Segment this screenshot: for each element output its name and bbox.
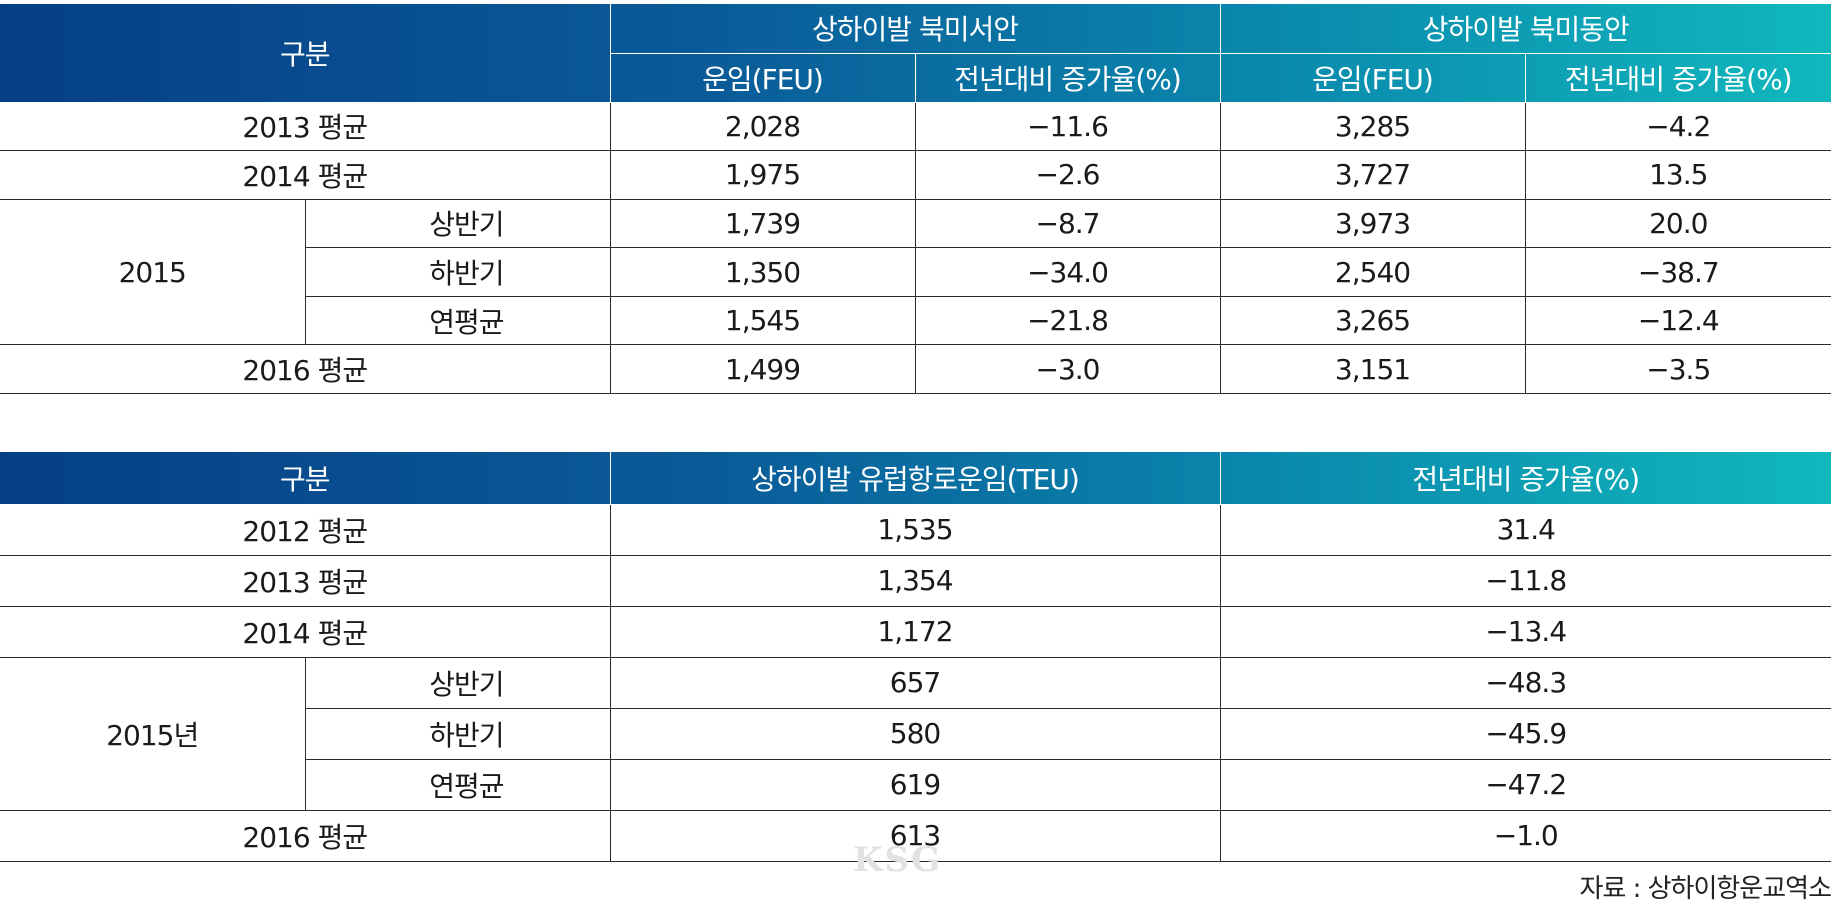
source-note: 자료 : 상하이항운교역소 [1579, 874, 1831, 904]
west-yoy-cell: −21.8 [915, 296, 1221, 346]
east-rate-cell: 3,973 [1220, 199, 1526, 249]
europe-rate-cell: 619 [610, 759, 1221, 811]
europe-yoy-cell: 31.4 [1220, 504, 1831, 556]
east-coast-group-header: 상하이발 북미동안 [1220, 4, 1831, 54]
row-label: 2016 평균 [0, 810, 611, 862]
east-yoy-header: 전년대비 증가율(%) [1525, 53, 1831, 103]
year-label: 2015 [0, 199, 306, 346]
table-row: 하반기 1,350 −34.0 2,540 −38.7 [0, 247, 1831, 297]
table-row: 2016 평균 613 −1.0 [0, 810, 1831, 862]
category-header: 구분 [0, 4, 611, 103]
east-rate-header: 운임(FEU) [1220, 53, 1526, 103]
europe-rate-cell: 1,172 [610, 606, 1221, 658]
east-yoy-cell: −38.7 [1525, 247, 1831, 297]
row-sublabel: 상반기 [305, 199, 611, 249]
row-sublabel: 연평균 [305, 759, 611, 811]
europe-rate-cell: 657 [610, 657, 1221, 709]
west-rate-cell: 1,499 [610, 344, 916, 395]
europe-rate-header: 상하이발 유럽항로운임(TEU) [610, 452, 1221, 505]
europe-yoy-cell: −47.2 [1220, 759, 1831, 811]
table-row: 2013 평균 1,354 −11.8 [0, 555, 1831, 607]
row-label: 2013 평균 [0, 102, 611, 152]
watermark-logo: KSG [853, 840, 943, 880]
table-row: 2012 평균 1,535 31.4 [0, 504, 1831, 556]
west-yoy-cell: −34.0 [915, 247, 1221, 297]
east-rate-cell: 2,540 [1220, 247, 1526, 297]
east-yoy-cell: 20.0 [1525, 199, 1831, 249]
category-header: 구분 [0, 452, 611, 505]
west-yoy-cell: −2.6 [915, 150, 1221, 200]
row-label: 2013 평균 [0, 555, 611, 607]
west-rate-cell: 2,028 [610, 102, 916, 152]
table-row: 2014 평균 1,975 −2.6 3,727 13.5 [0, 150, 1831, 200]
east-yoy-cell: −12.4 [1525, 296, 1831, 346]
europe-yoy-header: 전년대비 증가율(%) [1220, 452, 1831, 505]
row-label: 2014 평균 [0, 150, 611, 200]
east-rate-cell: 3,265 [1220, 296, 1526, 346]
row-sublabel: 상반기 [305, 657, 611, 709]
table-row: 2013 평균 2,028 −11.6 3,285 −4.2 [0, 102, 1831, 152]
year-label: 2015년 [0, 657, 306, 811]
east-yoy-cell: −3.5 [1525, 344, 1831, 395]
east-rate-cell: 3,285 [1220, 102, 1526, 152]
row-sublabel: 하반기 [305, 708, 611, 760]
west-rate-cell: 1,739 [610, 199, 916, 249]
west-yoy-cell: −3.0 [915, 344, 1221, 395]
row-label: 2014 평균 [0, 606, 611, 658]
table-row: 2015 상반기 1,739 −8.7 3,973 20.0 [0, 199, 1831, 346]
table-row: 2016 평균 1,499 −3.0 3,151 −3.5 [0, 344, 1831, 395]
europe-yoy-cell: −45.9 [1220, 708, 1831, 760]
europe-yoy-cell: −1.0 [1220, 810, 1831, 862]
west-coast-group-header: 상하이발 북미서안 [610, 4, 1221, 54]
row-label: 2012 평균 [0, 504, 611, 556]
west-yoy-cell: −8.7 [915, 199, 1221, 249]
east-rate-cell: 3,151 [1220, 344, 1526, 395]
row-sublabel: 연평균 [305, 296, 611, 346]
east-rate-cell: 3,727 [1220, 150, 1526, 200]
table-row: 연평균 1,545 −21.8 3,265 −12.4 [0, 296, 1831, 346]
row-label: 2016 평균 [0, 344, 611, 395]
table-row: 하반기 580 −45.9 [0, 708, 1831, 760]
table-row: 연평균 619 −47.2 [0, 759, 1831, 811]
east-yoy-cell: 13.5 [1525, 150, 1831, 200]
europe-yoy-cell: −13.4 [1220, 606, 1831, 658]
europe-rate-cell: 613 [610, 810, 1221, 862]
europe-yoy-cell: −48.3 [1220, 657, 1831, 709]
north-america-freight-table: 구분 상하이발 북미서안 상하이발 북미동안 운임(FEU) 전년대비 증가율(… [0, 4, 1831, 395]
east-yoy-cell: −4.2 [1525, 102, 1831, 152]
table-row: 2015년 상반기 657 −48.3 [0, 657, 1831, 811]
west-rate-cell: 1,545 [610, 296, 916, 346]
west-rate-cell: 1,350 [610, 247, 916, 297]
west-rate-cell: 1,975 [610, 150, 916, 200]
europe-yoy-cell: −11.8 [1220, 555, 1831, 607]
west-yoy-header: 전년대비 증가율(%) [915, 53, 1221, 103]
table-row: 2014 평균 1,172 −13.4 [0, 606, 1831, 658]
europe-freight-table: 구분 상하이발 유럽항로운임(TEU) 전년대비 증가율(%) 2012 평균 … [0, 452, 1831, 862]
west-yoy-cell: −11.6 [915, 102, 1221, 152]
europe-rate-cell: 580 [610, 708, 1221, 760]
europe-rate-cell: 1,535 [610, 504, 1221, 556]
row-sublabel: 하반기 [305, 247, 611, 297]
west-rate-header: 운임(FEU) [610, 53, 916, 103]
europe-rate-cell: 1,354 [610, 555, 1221, 607]
